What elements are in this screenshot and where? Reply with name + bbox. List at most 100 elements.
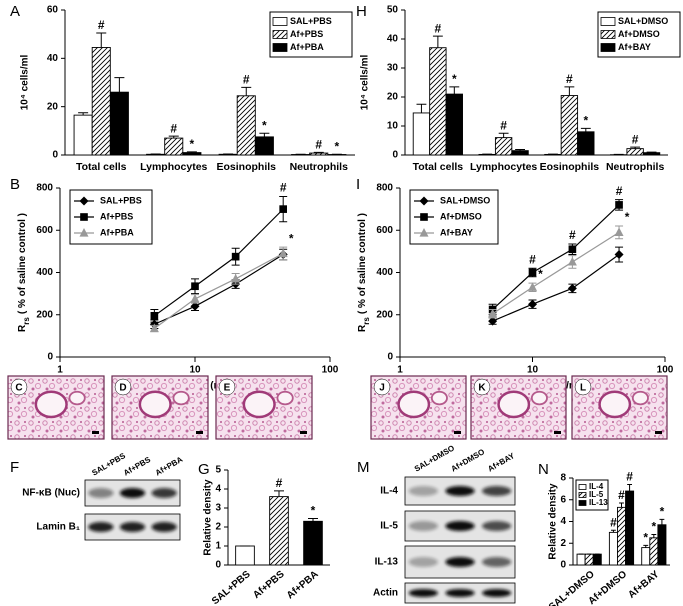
panel-letter: B [10, 176, 20, 193]
data-point [488, 316, 498, 326]
legend-label: SAL+DMSO [618, 16, 668, 26]
annotation: # [566, 72, 573, 86]
data-point [231, 273, 241, 283]
x-tick-label: Total cells [413, 161, 464, 173]
x-tick-label: SAL+PBS [210, 569, 253, 606]
x-tick-label: Eosinophils [216, 161, 276, 173]
lane-label: Af+PBS [122, 455, 153, 478]
error-bar [651, 534, 657, 538]
legend-marker [419, 228, 429, 237]
bar [592, 553, 602, 566]
bar [73, 114, 93, 156]
annotation: * [583, 113, 588, 127]
data-point [231, 252, 240, 261]
micrograph-label-bg [473, 378, 491, 396]
bar [649, 537, 659, 566]
error-bar [274, 490, 284, 497]
blot-band [445, 521, 475, 531]
y-label-sub: rs [22, 317, 31, 325]
error-bar [432, 35, 443, 48]
x-tick-label: Af+PBA [285, 569, 321, 602]
panel-letter: I [356, 176, 360, 193]
data-point [567, 283, 577, 293]
airway [242, 390, 276, 419]
y-label-main: R [17, 324, 28, 332]
legend-label: IL-5 [589, 490, 604, 499]
micrograph-label: D [119, 383, 126, 394]
data-point [528, 268, 537, 277]
annotation: # [170, 121, 177, 135]
error-bar [114, 77, 125, 93]
blot-band [408, 589, 439, 597]
y-tick-label: 0 [560, 560, 566, 571]
panel-letter: N [538, 461, 549, 478]
annotation: * [262, 118, 267, 132]
airway [397, 390, 431, 419]
annotation: # [276, 476, 283, 490]
x-tick-label: Eosinophils [540, 161, 600, 173]
y-axis-label: Relative density [548, 483, 559, 560]
annotation: # [610, 515, 617, 529]
legend-label: Af+PBA [100, 227, 134, 237]
bar [657, 524, 667, 566]
legend-label: Af+BAY [618, 42, 651, 52]
x-tick-label: 1 [397, 365, 403, 376]
annotation: # [435, 21, 442, 35]
legend-label: IL-4 [589, 482, 604, 491]
airway [497, 390, 531, 419]
data-point [191, 282, 199, 291]
vessel [172, 390, 190, 406]
legend-label: Af+DMSO [440, 211, 482, 221]
error-bar [627, 484, 633, 492]
error-bar [498, 132, 509, 138]
vessel [276, 390, 294, 406]
y-axis-label: 10⁴ cells/ml [20, 55, 31, 111]
annotation: # [280, 181, 287, 195]
y-tick-label: 40 [47, 53, 59, 64]
annotation: # [626, 470, 633, 484]
legend-marker [420, 213, 428, 221]
y-tick-label: 800 [376, 183, 393, 194]
airway [138, 390, 172, 419]
bar [511, 150, 529, 156]
annotation: # [618, 488, 625, 502]
legend-label: SAL+PBS [100, 195, 142, 205]
annotation: * [335, 139, 340, 153]
y-tick-label: 600 [376, 225, 393, 236]
y-tick-label: 5 [215, 465, 221, 476]
legend-label: Af+PBS [290, 29, 323, 39]
bar [236, 95, 256, 156]
data-point [190, 293, 200, 303]
y-axis-label: Rrs ( % of saline control ) [17, 213, 31, 332]
bar [182, 152, 202, 156]
x-tick-label: Af+PBS [251, 569, 287, 601]
blot-band [88, 488, 114, 498]
error-bar [96, 32, 107, 48]
vessel [530, 390, 548, 406]
x-tick-label: 100 [322, 365, 339, 376]
y-label-rest: ( % of saline control ) [17, 213, 28, 314]
data-point [614, 227, 624, 236]
row-label: IL-5 [380, 521, 398, 532]
bar [109, 91, 129, 156]
x-tick-label: 100 [657, 365, 674, 376]
micrograph-label-bg [114, 378, 132, 396]
annotation: * [190, 137, 195, 151]
blot-band [88, 522, 114, 532]
error-bar [78, 112, 89, 116]
error-bar [646, 151, 657, 153]
error-bar [259, 132, 270, 137]
vessel [430, 390, 448, 406]
y-tick-label: 200 [376, 309, 393, 320]
annotation: * [625, 210, 630, 224]
bar [445, 93, 463, 156]
x-tick-label: 10 [189, 365, 201, 376]
annotation: * [538, 267, 543, 281]
scale-bar [655, 431, 662, 434]
lane-label: Af+PBA [154, 455, 185, 478]
bar [269, 496, 289, 566]
bar [617, 506, 626, 566]
blot-band [445, 557, 475, 567]
bar [584, 553, 594, 566]
airway [598, 390, 632, 419]
